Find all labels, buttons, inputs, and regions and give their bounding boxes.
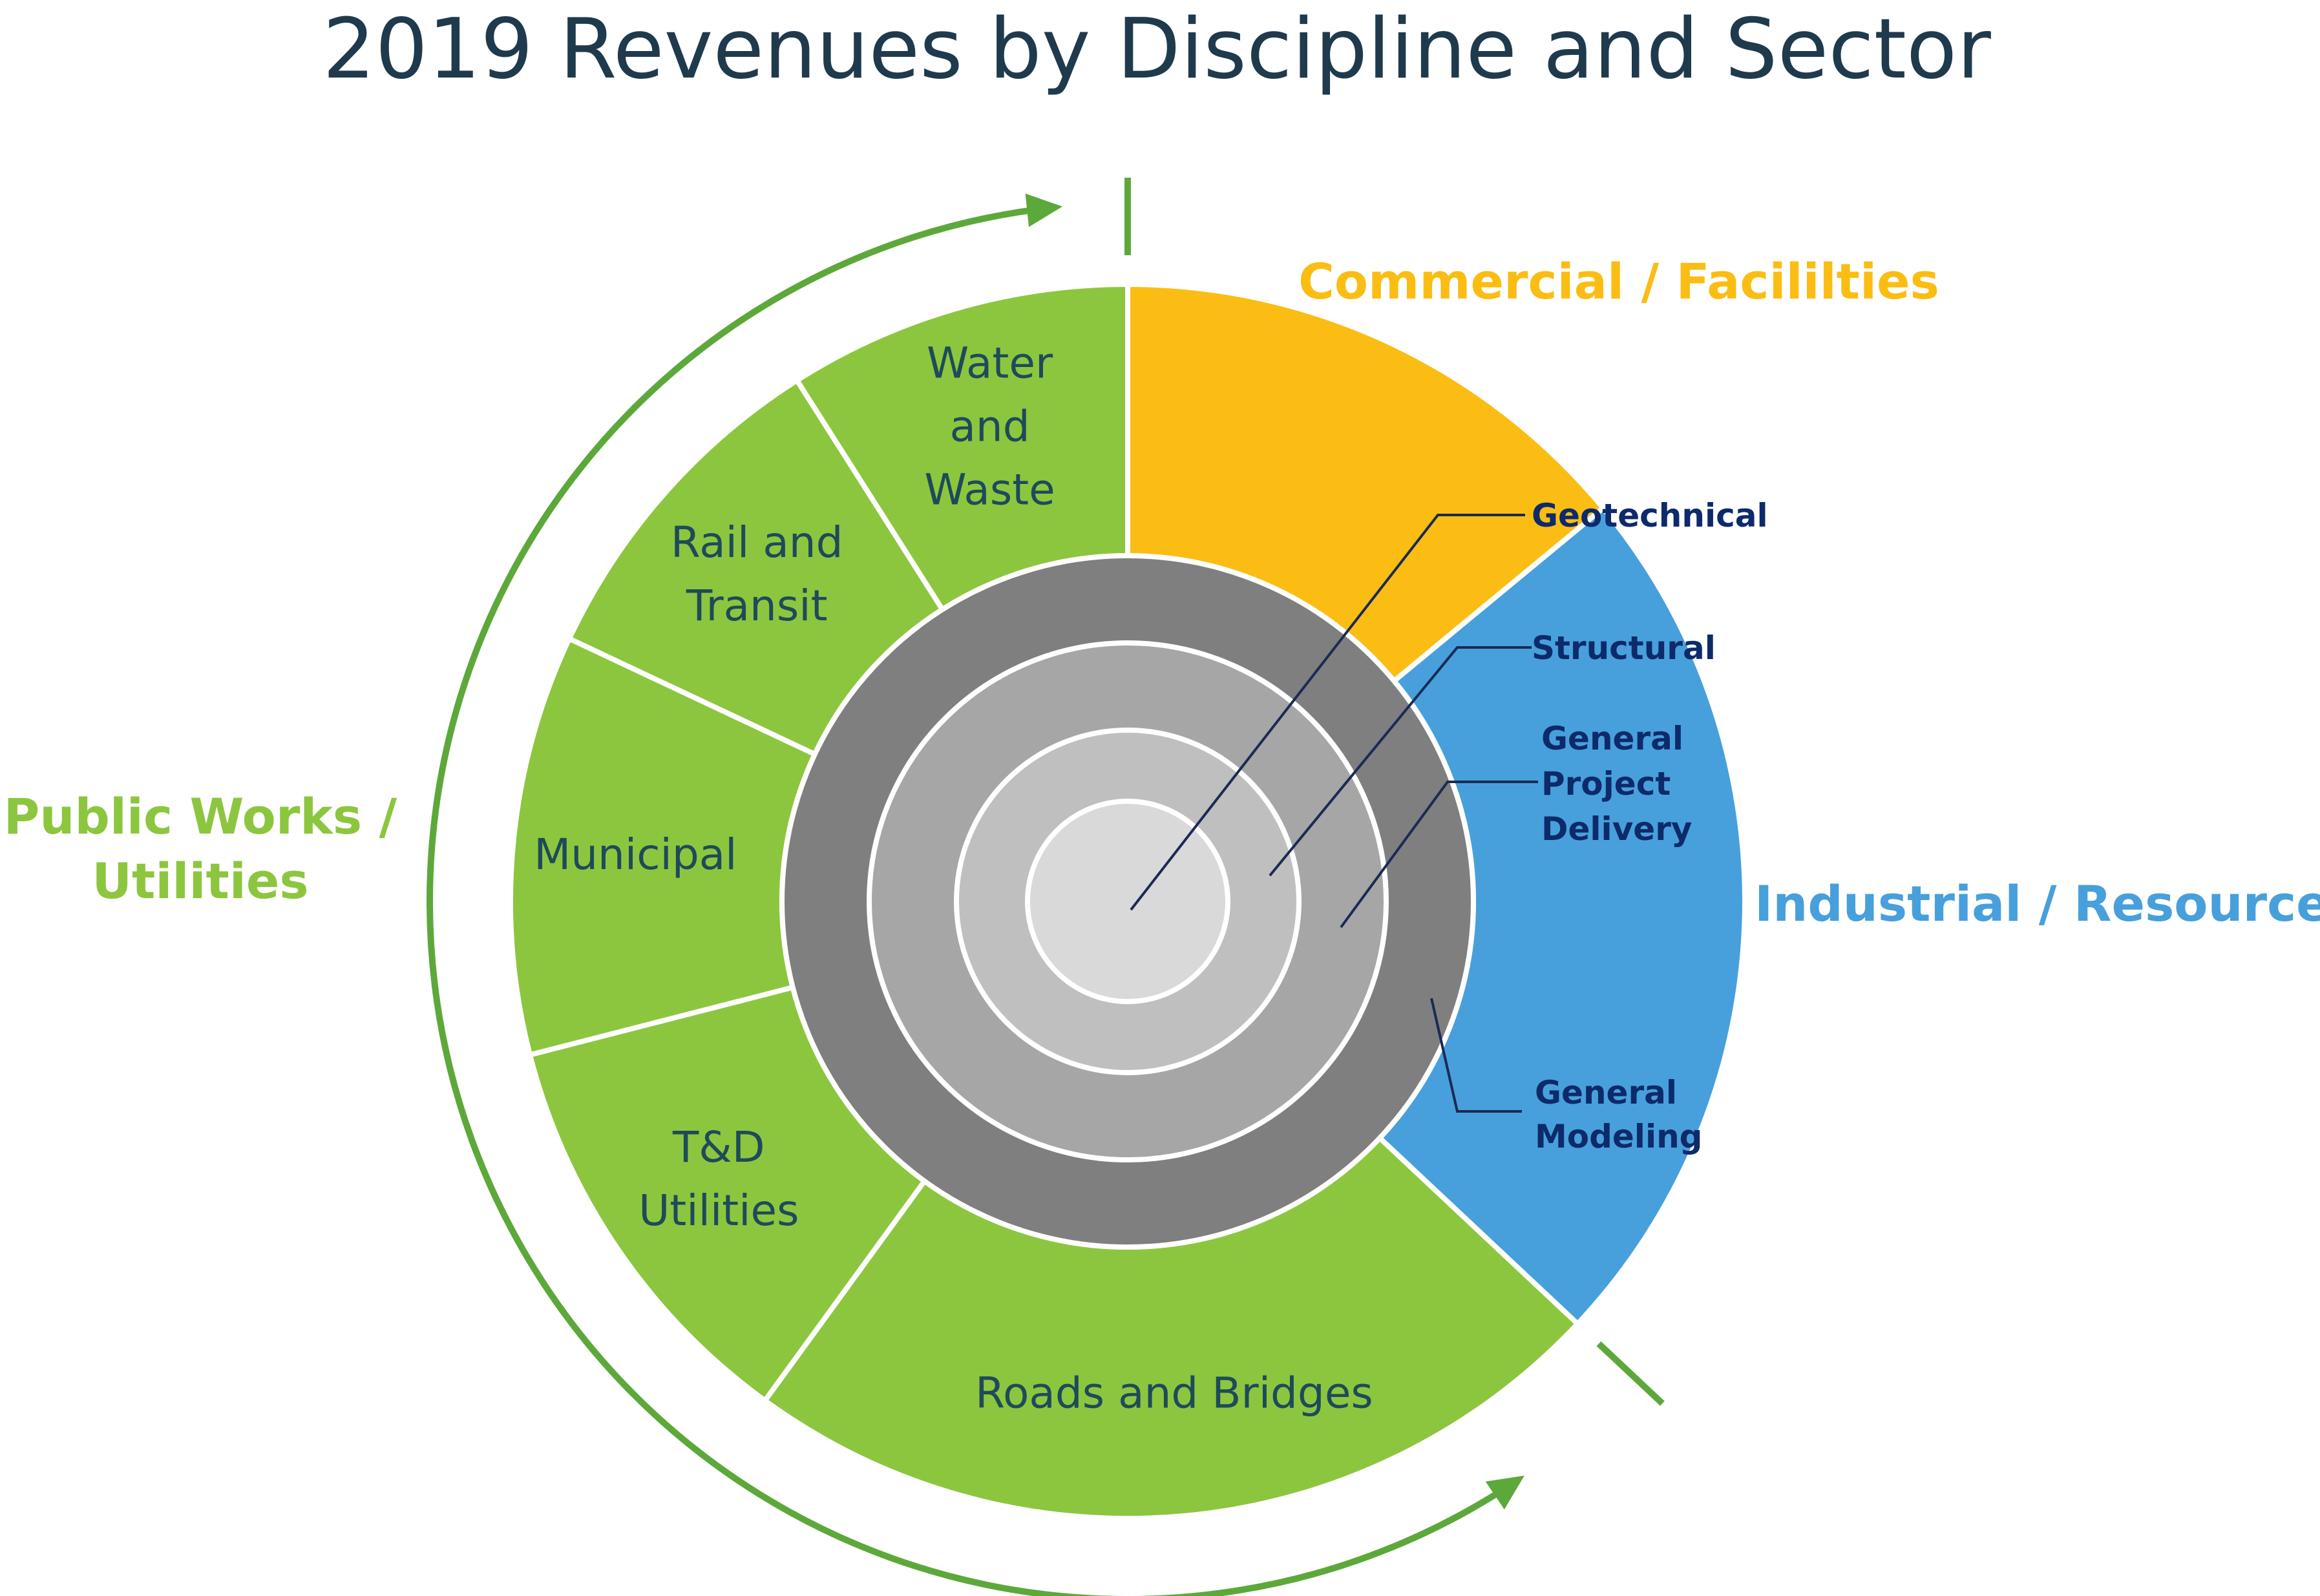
- discipline-label-general-project-delivery: General Project Delivery: [1541, 720, 1692, 848]
- sector-label-commercial-facililties: Commercial / Facililties: [1298, 253, 1939, 310]
- bracket-arc: [427, 204, 1520, 1596]
- leader-line-structural: [1269, 646, 1532, 877]
- leader-line-general-project-delivery: [1340, 781, 1538, 929]
- segment-label-water-and-waste: Water and Waste: [924, 338, 1055, 514]
- discipline-rings: [779, 553, 1476, 1250]
- discipline-label-geotechnical: Geotechnical: [1532, 497, 1768, 534]
- labels: Roads and Bridges T&D Utilities Municipal Ra…: [4, 253, 2320, 1418]
- sector-label-industrial-resources: Industrial / Resources: [1755, 875, 2320, 932]
- boundary-tick-bottom: [1596, 1341, 1665, 1406]
- ring-geotechnical: [1025, 799, 1230, 1004]
- chart-title: 2019 Revenues by Discipline and Sector: [322, 1, 1991, 98]
- segment-label-t-d-utilities: T&D Utilities: [638, 1122, 799, 1235]
- leader-line-geotechnical: [1130, 514, 1525, 911]
- outer-ring: [508, 281, 1747, 1521]
- leader-line-general-modeling: [1430, 998, 1522, 1113]
- segment-label-rail-and-transit: Rail and Transit: [671, 518, 843, 631]
- discipline-label-general-modeling: General Modeling: [1535, 1074, 1702, 1155]
- sector-label-public-works-utilities: Public Works / Utilities: [4, 788, 397, 910]
- arrowhead-bottom: [1485, 1475, 1524, 1509]
- public-works-bracket-arrow: [427, 178, 1665, 1596]
- arrowhead-top: [1025, 193, 1063, 227]
- segment-label-municipal: Municipal: [534, 830, 737, 879]
- discipline-label-structural: Structural: [1532, 629, 1716, 667]
- leader-lines: [1130, 514, 1538, 1113]
- segment-label-roads-and-bridges: Roads and Bridges: [975, 1369, 1373, 1418]
